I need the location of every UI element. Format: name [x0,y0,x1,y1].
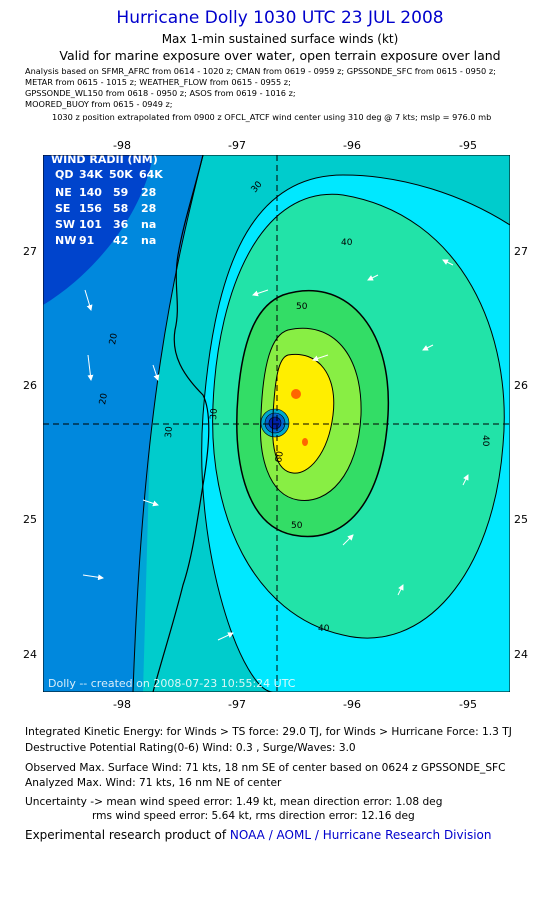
radii-se-64k: 28 [141,202,156,215]
lon-tick-bottom-97: -97 [228,698,246,711]
page-title: Hurricane Dolly 1030 UTC 23 JUL 2008 [116,8,444,28]
radii-ne-64k: 28 [141,186,156,199]
wind-radii-title: WIND RADII (NM) [51,155,158,166]
lat-tick-right-25: 25 [514,513,528,526]
observed-max-line: Observed Max. Surface Wind: 71 kts, 18 n… [25,762,506,774]
contour-label-60: 60 [274,450,286,463]
radii-header-50k: 50K [109,168,133,181]
radii-nw-50k: 42 [113,234,128,247]
radii-se-50k: 58 [113,202,128,215]
ike-line: Integrated Kinetic Energy: for Winds > T… [25,726,512,738]
lat-tick-left-25: 25 [23,513,37,526]
radii-nw-64k: na [141,234,156,247]
wind-radii-table: WIND RADII (NM) QD 34K 50K 64K NE 140 59… [51,155,163,247]
contour-label-50-south: 50 [291,521,303,531]
lon-tick-bottom-95: -95 [459,698,477,711]
lon-tick-top-98: -98 [113,139,131,152]
lat-tick-left-27: 27 [23,245,37,258]
subtitle: Max 1-min sustained surface winds (kt) [161,32,399,46]
uncertainty-line-2: rms wind speed error: 5.64 kt, rms direc… [92,810,415,822]
radii-sw-64k: na [141,218,156,231]
lat-tick-right-26: 26 [514,379,528,392]
radii-se-label: SE [55,202,70,215]
radii-se-34k: 156 [79,202,102,215]
land-mass [43,155,153,305]
contour-label-20: 20 [98,392,110,405]
analysis-line-2: METAR from 0615 - 1015 z; WEATHER_FLOW f… [25,77,291,87]
analysis-line-3: GPSSONDE_WL150 from 0618 - 0950 z; ASOS … [25,88,296,98]
lon-tick-bottom-98: -98 [113,698,131,711]
contour-label-30-west: 30 [209,408,220,421]
max-wind-spot-2 [302,438,308,446]
contour-label-40-north: 40 [341,238,353,248]
valid-note: Valid for marine exposure over water, op… [59,48,501,63]
lat-tick-left-24: 24 [23,648,37,661]
lat-tick-right-27: 27 [514,245,528,258]
wind-core [272,354,334,474]
lon-tick-top-97: -97 [228,139,246,152]
footer-org-link[interactable]: NOAA / AOML / Hurricane Research Divisio… [229,828,492,842]
coastal-zone [43,311,153,692]
analyzed-max-line: Analyzed Max. Wind: 71 kts, 16 nm NE of … [25,777,282,789]
position-note: 1030 z position extrapolated from 0900 z… [52,112,492,122]
radii-header-34k: 34K [79,168,103,181]
wind-map: Dolly -- created on 2008-07-23 10:55:24 … [43,155,510,692]
footer-prefix: Experimental research product of [25,828,230,842]
radii-ne-label: NE [55,186,72,199]
contour-label-40-south: 40 [318,624,330,634]
radii-nw-label: NW [55,234,76,247]
lon-tick-top-95: -95 [459,139,477,152]
analysis-line-4: MOORED_BUOY from 0615 - 0949 z; [25,99,173,109]
coastline [152,155,210,692]
radii-sw-50k: 36 [113,218,129,231]
credit-text: Dolly -- created on 2008-07-23 10:55:24 … [48,677,296,690]
max-wind-spot [291,389,301,399]
radii-ne-34k: 140 [79,186,102,199]
lon-tick-top-96: -96 [343,139,361,152]
band-30 [133,155,510,692]
lat-tick-right-24: 24 [514,648,528,661]
radii-header-64k: 64K [139,168,163,181]
contour-lines [132,155,510,692]
lon-tick-bottom-96: -96 [343,698,361,711]
hurricane-eye [260,408,290,438]
footer: Experimental research product of NOAA / … [25,828,491,842]
contour-label-20-north: 20 [108,332,120,345]
contour-label-40-east: 40 [480,435,490,447]
radii-sw-34k: 101 [79,218,102,231]
uncertainty-line-1: Uncertainty -> mean wind speed error: 1.… [25,796,443,808]
radii-header-qd: QD [55,168,73,181]
analysis-line-1: Analysis based on SFMR_AFRC from 0614 - … [25,66,496,76]
lat-tick-left-26: 26 [23,379,37,392]
radii-ne-50k: 59 [113,186,128,199]
contour-label-50: 50 [296,302,308,312]
wind-vectors [82,259,469,641]
contour-label-30: 30 [164,426,175,439]
radii-nw-34k: 91 [79,234,94,247]
radii-sw-label: SW [55,218,75,231]
dpr-line: Destructive Potential Rating(0-6) Wind: … [25,742,356,754]
